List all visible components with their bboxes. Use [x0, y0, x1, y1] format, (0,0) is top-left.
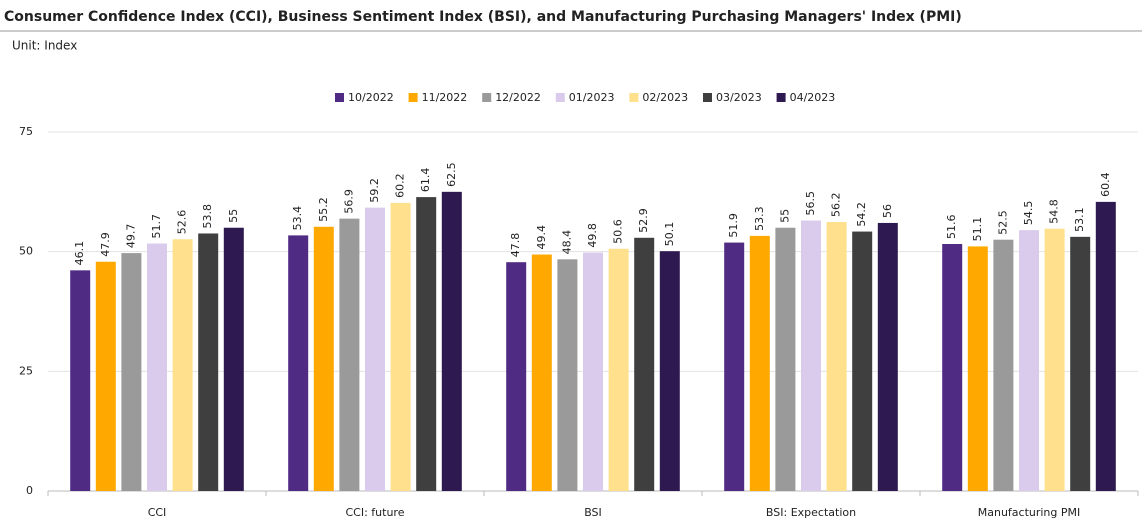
bar	[877, 222, 898, 492]
value-label: 53.1	[1073, 207, 1086, 232]
bar	[583, 252, 603, 491]
bar	[1070, 236, 1091, 491]
value-label: 60.4	[1099, 172, 1112, 197]
bar	[557, 259, 578, 491]
legend-label: 04/2023	[790, 91, 836, 104]
bar	[339, 218, 360, 491]
bar	[531, 254, 552, 491]
legend-swatch	[555, 93, 565, 102]
value-label: 51.6	[945, 215, 958, 240]
y-tick-label: 75	[19, 125, 33, 138]
bar	[659, 251, 680, 491]
bar	[634, 237, 655, 491]
bar	[147, 243, 167, 491]
value-label: 62.5	[445, 162, 458, 187]
value-label: 51.9	[727, 213, 740, 238]
value-label: 49.8	[586, 223, 599, 248]
bar	[172, 239, 193, 491]
value-label: 55	[227, 209, 240, 223]
value-label: 53.3	[753, 206, 766, 231]
value-label: 54.2	[855, 202, 868, 227]
value-label: 59.2	[368, 178, 381, 203]
value-label: 60.2	[394, 173, 407, 198]
legend-label: 12/2022	[495, 91, 541, 104]
bar	[724, 242, 745, 491]
bar	[223, 227, 244, 491]
bar	[441, 191, 462, 492]
value-label: 61.4	[419, 168, 432, 193]
value-label: 51.7	[150, 214, 163, 239]
value-label: 56.9	[342, 189, 355, 214]
bar	[506, 262, 527, 491]
value-label: 53.4	[291, 206, 304, 231]
bar	[826, 221, 847, 492]
legend-swatch	[335, 93, 344, 102]
bar	[967, 246, 988, 491]
legend-label: 10/2022	[348, 91, 394, 104]
value-label: 55	[778, 209, 791, 223]
value-label: 47.8	[509, 233, 522, 258]
value-label: 46.1	[73, 241, 86, 266]
bar	[70, 270, 91, 491]
bar	[365, 207, 385, 491]
bar	[852, 231, 873, 491]
legend-label: 01/2023	[569, 91, 615, 104]
chart-title: Consumer Confidence Index (CCI), Busines…	[4, 9, 962, 25]
bar	[608, 248, 629, 491]
legend-swatch	[629, 93, 639, 102]
value-label: 56	[881, 204, 894, 218]
bar	[288, 235, 309, 491]
legend-label: 03/2023	[716, 91, 762, 104]
value-label: 47.9	[99, 232, 112, 257]
bar	[801, 220, 821, 491]
bar	[95, 261, 116, 491]
bar	[749, 235, 770, 491]
x-tick-label: CCI	[148, 506, 167, 519]
x-tick-label: BSI: Expectation	[766, 506, 856, 519]
value-label: 53.8	[201, 204, 214, 229]
value-label: 48.4	[560, 230, 573, 255]
bar	[1019, 230, 1039, 492]
legend-swatch	[482, 93, 492, 102]
value-label: 56.5	[804, 191, 817, 216]
legend-swatch	[776, 93, 786, 102]
value-label: 54.8	[1048, 199, 1061, 224]
y-tick-label: 0	[26, 484, 33, 497]
value-label: 54.5	[1022, 201, 1035, 226]
bar	[993, 239, 1014, 491]
legend-label: 11/2022	[422, 91, 468, 104]
legend-swatch	[703, 93, 712, 102]
value-label: 50.6	[612, 219, 625, 244]
bar	[416, 197, 437, 491]
y-tick-label: 50	[19, 245, 33, 258]
chart-subtitle: Unit: Index	[12, 39, 77, 53]
bar	[121, 253, 142, 491]
x-tick-label: Manufacturing PMI	[978, 506, 1081, 519]
bar	[1044, 228, 1065, 491]
value-label: 52.9	[637, 208, 650, 233]
y-tick-label: 25	[19, 364, 33, 377]
bar	[313, 226, 334, 491]
value-label: 51.1	[971, 217, 984, 242]
legend-swatch	[408, 93, 418, 102]
x-tick-label: CCI: future	[346, 506, 405, 519]
bar	[390, 202, 411, 492]
value-label: 52.5	[996, 210, 1009, 235]
value-label: 49.4	[535, 225, 548, 250]
legend-label: 02/2023	[642, 91, 688, 104]
bar	[775, 227, 796, 491]
bar	[1095, 201, 1116, 492]
value-label: 55.2	[317, 197, 330, 222]
bar	[198, 233, 219, 491]
value-label: 56.2	[830, 192, 843, 217]
value-label: 49.7	[124, 224, 137, 249]
x-tick-label: BSI	[584, 506, 602, 519]
bar	[942, 244, 963, 491]
value-label: 52.6	[176, 210, 189, 235]
value-label: 50.1	[663, 222, 676, 247]
